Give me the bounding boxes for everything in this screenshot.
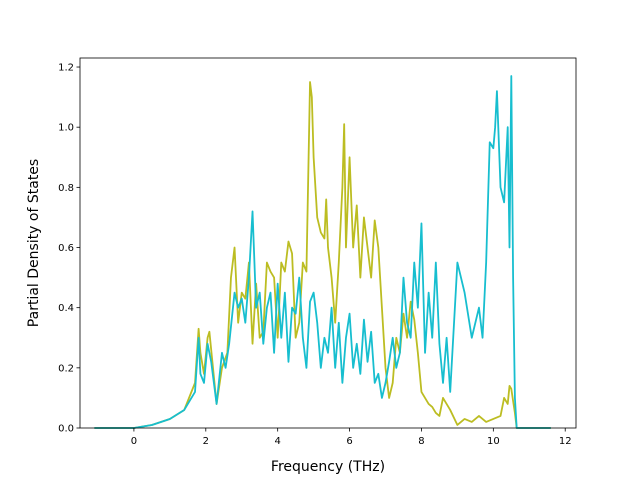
x-tick-label: 2	[203, 436, 209, 447]
series-line-1	[94, 81, 551, 429]
y-tick-label: 1.2	[58, 63, 74, 74]
y-axis-title: Partial Density of States	[26, 159, 42, 327]
y-tick-label: 0.2	[58, 363, 74, 374]
x-tick-label: 8	[418, 436, 424, 447]
y-tick-label: 0.6	[58, 243, 74, 254]
y-tick-label: 0.0	[58, 424, 74, 435]
x-axis-title: Frequency (THz)	[271, 459, 385, 475]
x-axis-ticks: 0 2 4 6 8 10 12	[131, 428, 572, 447]
y-tick-label: 0.8	[58, 183, 74, 194]
y-tick-label: 1.0	[58, 123, 74, 134]
x-tick-label: 4	[274, 436, 280, 447]
x-tick-label: 0	[131, 436, 137, 447]
series-line-2	[94, 75, 551, 429]
x-tick-label: 6	[346, 436, 352, 447]
y-tick-label: 0.4	[58, 303, 74, 314]
series-layer	[94, 75, 551, 429]
y-axis-ticks: 0.0 0.2 0.4 0.6 0.8 1.0 1.2	[58, 63, 80, 435]
x-tick-label: 10	[487, 436, 500, 447]
x-tick-label: 12	[559, 436, 572, 447]
plot-frame	[79, 57, 577, 429]
